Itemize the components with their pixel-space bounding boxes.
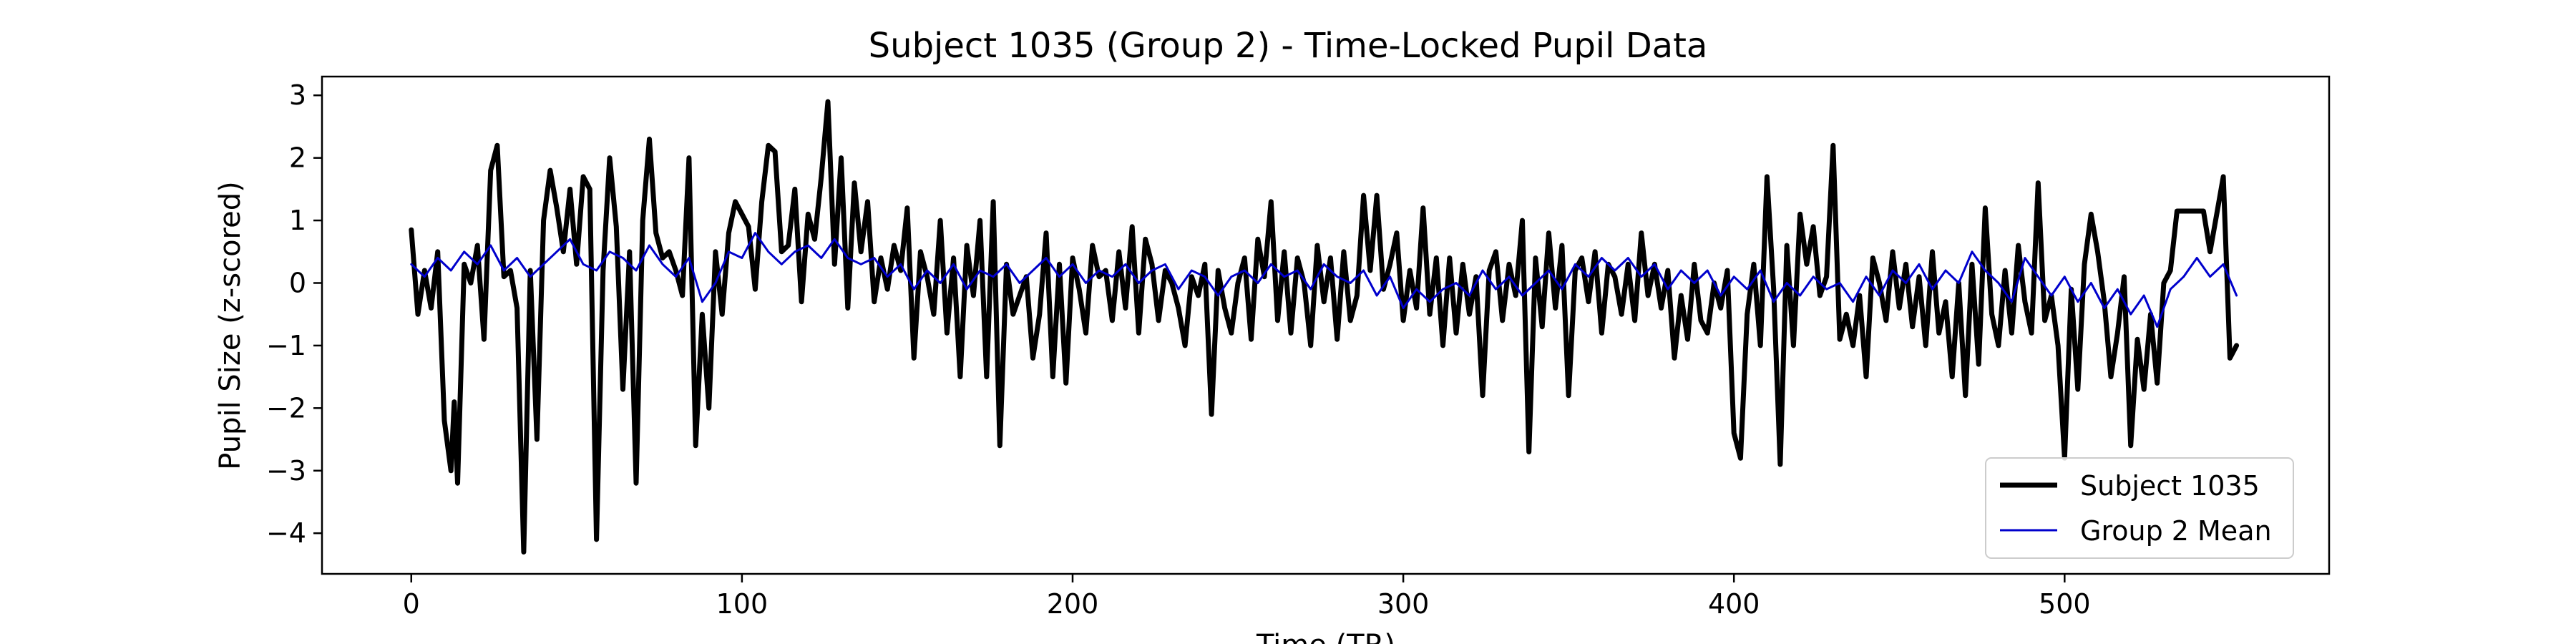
y-tick-label: −2 <box>266 392 306 424</box>
x-tick-label: 200 <box>1047 588 1099 620</box>
x-tick-label: 400 <box>1708 588 1760 620</box>
y-tick-label: 3 <box>289 79 306 111</box>
chart-title: Subject 1035 (Group 2) - Time-Locked Pup… <box>869 26 1708 66</box>
y-axis-label: Pupil Size (z-scored) <box>214 181 247 469</box>
x-axis-label: Time (TR) <box>1256 629 1395 644</box>
x-tick-label: 300 <box>1377 588 1430 620</box>
y-tick-label: 0 <box>289 267 306 298</box>
x-tick-label: 0 <box>403 588 420 620</box>
series-line-2 <box>410 232 2238 328</box>
y-tick-label: −4 <box>266 517 306 549</box>
y-tick-label: −1 <box>266 330 306 361</box>
series-line-1 <box>409 99 2240 555</box>
axis-ticks: 0 100 200 300 400 500 3 2 1 0 −1 −2 −3 −4 <box>266 79 2091 620</box>
y-tick-label: 2 <box>289 142 306 174</box>
legend-label-2: Group 2 Mean <box>2080 515 2272 547</box>
x-tick-label: 100 <box>716 588 769 620</box>
plot-frame <box>321 75 2331 575</box>
legend-label-1: Subject 1035 <box>2080 470 2260 502</box>
y-tick-label: −3 <box>266 455 306 487</box>
x-tick-label: 500 <box>2039 588 2091 620</box>
legend-box <box>1985 457 2294 559</box>
y-tick-label: 1 <box>289 205 306 236</box>
plot-area <box>409 99 2240 555</box>
legend: Subject 1035 Group 2 Mean <box>1985 457 2294 559</box>
